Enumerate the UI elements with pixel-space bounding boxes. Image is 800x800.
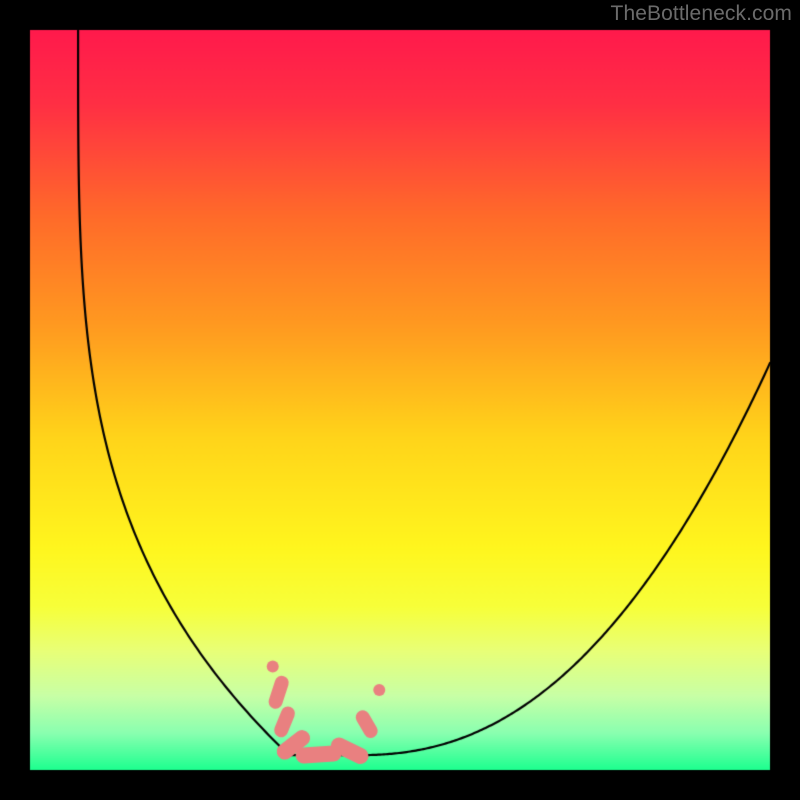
chart-stage: TheBottleneck.com: [0, 0, 800, 800]
watermark-text: TheBottleneck.com: [611, 2, 792, 26]
bottleneck-curve-layer: [0, 0, 800, 800]
